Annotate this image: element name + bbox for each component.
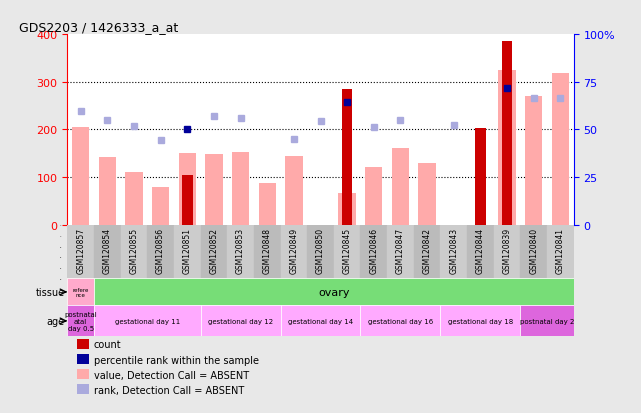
Text: tissue: tissue [35,287,65,297]
Bar [552,74,569,225]
Text: GDS2203 / 1426333_a_at: GDS2203 / 1426333_a_at [19,21,178,34]
Text: GSM120846: GSM120846 [369,228,378,274]
Bar [414,225,440,279]
Text: GSM120841: GSM120841 [556,228,565,274]
Text: age: age [47,316,65,326]
Bar [440,306,520,337]
Text: GSM120849: GSM120849 [289,228,298,274]
Text: rank, Detection Call = ABSENT: rank, Detection Call = ABSENT [94,385,244,395]
Bar [205,155,222,225]
Bar [258,183,276,225]
Text: GSM120847: GSM120847 [396,228,405,274]
Bar [78,339,88,349]
Bar [227,225,254,279]
Text: gestational day 11: gestational day 11 [115,318,180,324]
Bar [342,90,353,225]
Bar [360,306,440,337]
Text: GSM120839: GSM120839 [503,228,512,274]
Bar [365,168,383,225]
Bar [547,225,574,279]
Bar [475,129,486,225]
Bar [201,225,227,279]
Text: GSM120855: GSM120855 [129,228,138,274]
Bar [520,225,547,279]
Bar [334,225,360,279]
Text: GSM120850: GSM120850 [316,228,325,274]
Bar [502,42,512,225]
Bar [72,128,89,225]
Bar [392,148,409,225]
Bar [467,225,494,279]
Bar [94,306,201,337]
Bar [201,306,281,337]
Bar [152,188,169,225]
Bar [338,193,356,225]
Bar [307,225,334,279]
Text: count: count [94,339,121,350]
Bar [174,225,201,279]
Bar [499,71,516,225]
Bar [281,306,360,337]
Text: GSM120857: GSM120857 [76,228,85,274]
Text: gestational day 14: gestational day 14 [288,318,353,324]
Bar [520,306,574,337]
Bar [281,225,307,279]
Bar [387,225,414,279]
Text: postnatal day 2: postnatal day 2 [520,318,574,324]
Text: GSM120851: GSM120851 [183,228,192,274]
Bar [78,369,88,379]
Text: GSM120843: GSM120843 [449,228,458,274]
Bar [67,279,94,306]
Bar [147,225,174,279]
Text: value, Detection Call = ABSENT: value, Detection Call = ABSENT [94,370,249,380]
Bar [99,158,116,225]
Bar [121,225,147,279]
Text: GSM120852: GSM120852 [210,228,219,274]
Bar [78,385,88,394]
Text: gestational day 18: gestational day 18 [448,318,513,324]
Bar [67,306,94,337]
Bar [94,225,121,279]
Bar [419,163,436,225]
Bar [494,225,520,279]
Bar [360,225,387,279]
Text: gestational day 16: gestational day 16 [368,318,433,324]
Bar [182,175,192,225]
Text: GSM120845: GSM120845 [343,228,352,274]
Text: GSM120844: GSM120844 [476,228,485,274]
Bar [179,154,196,225]
Text: refere
nce: refere nce [72,287,89,298]
Bar [254,225,281,279]
Text: ovary: ovary [318,287,349,297]
Text: percentile rank within the sample: percentile rank within the sample [94,355,258,365]
Bar [125,173,142,225]
Bar [78,354,88,364]
Bar [67,225,94,279]
Bar [525,97,542,225]
Text: GSM120842: GSM120842 [422,228,431,274]
Text: GSM120840: GSM120840 [529,228,538,274]
Bar [232,152,249,225]
Text: gestational day 12: gestational day 12 [208,318,273,324]
Text: GSM120854: GSM120854 [103,228,112,274]
Text: GSM120856: GSM120856 [156,228,165,274]
Bar [440,225,467,279]
Text: postnatal
atal
day 0.5: postnatal atal day 0.5 [64,311,97,331]
Bar [285,156,303,225]
Text: GSM120853: GSM120853 [236,228,245,274]
Text: GSM120848: GSM120848 [263,228,272,274]
